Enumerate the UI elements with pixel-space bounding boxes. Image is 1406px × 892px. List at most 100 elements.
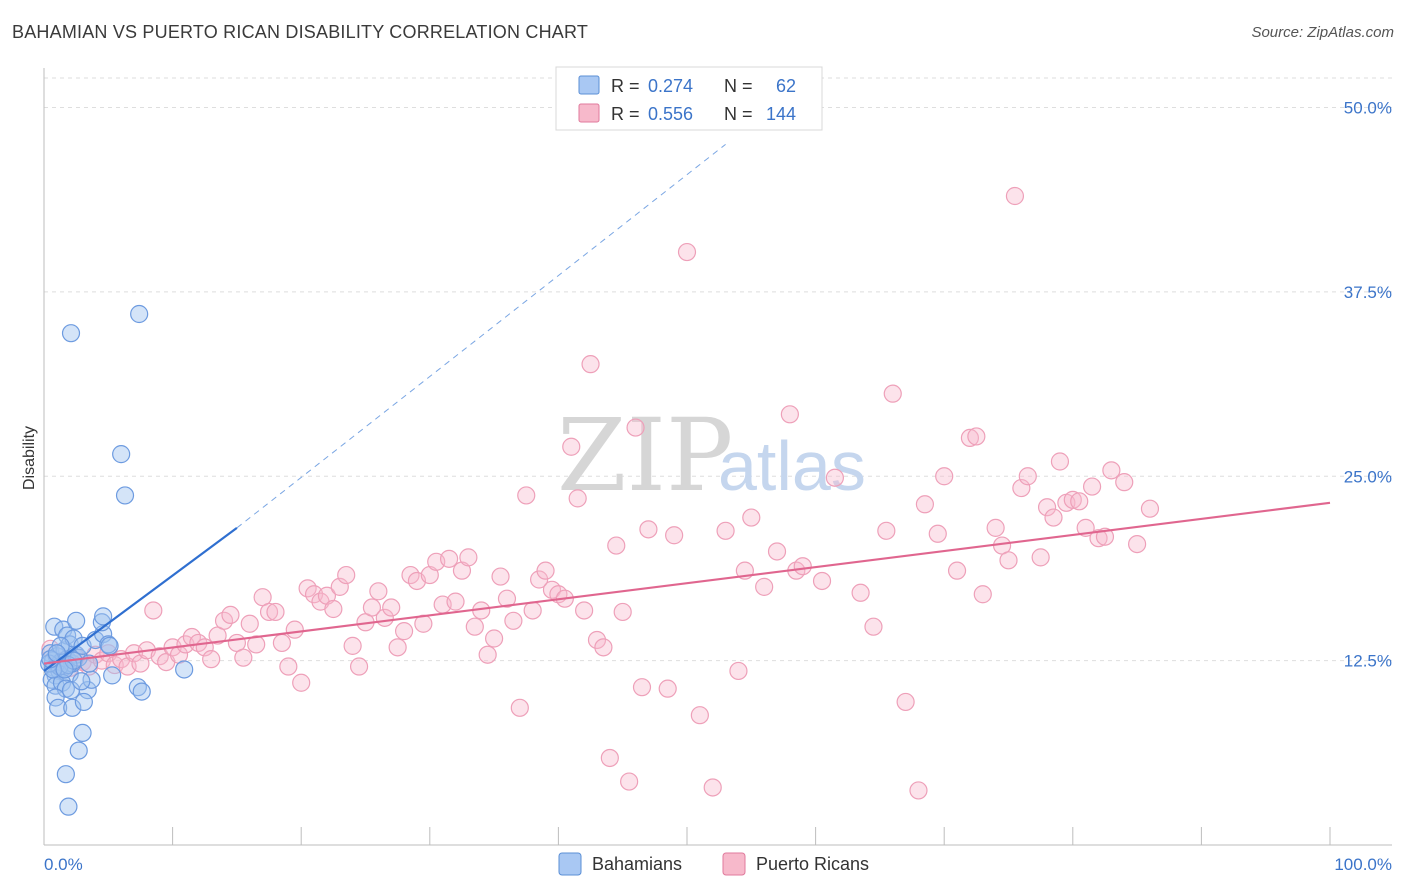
legend-box <box>555 66 823 131</box>
data-point-puerto-ricans <box>639 520 658 539</box>
legend-swatch-puerto-ricans <box>578 103 600 123</box>
series-bahamians <box>40 304 194 816</box>
data-point-puerto-ricans <box>755 577 774 596</box>
data-point-puerto-ricans <box>517 486 536 505</box>
data-point-puerto-ricans <box>1018 467 1037 486</box>
data-point-bahamians <box>55 660 74 679</box>
data-point-puerto-ricans <box>928 524 947 543</box>
data-point-bahamians <box>73 723 92 743</box>
data-point-puerto-ricans <box>292 673 311 692</box>
data-point-puerto-ricans <box>607 536 626 555</box>
data-point-puerto-ricans <box>690 706 709 725</box>
legend-r-label: R = <box>611 76 640 96</box>
trend-line-bahamians-extension <box>236 143 726 529</box>
watermark-atlas: atlas <box>718 427 866 505</box>
data-point-puerto-ricans <box>221 605 240 625</box>
data-point-bahamians <box>46 688 65 707</box>
watermark-zip: ZIP <box>557 397 733 514</box>
data-point-puerto-ricans <box>658 679 677 698</box>
data-point-bahamians <box>69 741 88 760</box>
x-tick-label: 100.0% <box>1334 855 1392 874</box>
data-point-bahamians <box>103 666 122 685</box>
data-point-puerto-ricans <box>960 428 980 447</box>
data-point-puerto-ricans <box>742 508 761 527</box>
data-point-puerto-ricans <box>1005 186 1025 206</box>
x-tick-label: 0.0% <box>44 855 83 874</box>
legend-swatch-bahamians <box>578 75 600 95</box>
y-tick-labels: 12.5% 25.0% 37.5% 50.0% <box>1344 99 1392 671</box>
data-point-puerto-ricans <box>491 567 510 586</box>
data-point-puerto-ricans <box>1012 478 1031 498</box>
data-point-puerto-ricans <box>1044 508 1063 527</box>
data-point-puerto-ricans <box>446 592 465 611</box>
data-point-puerto-ricans <box>485 629 504 648</box>
data-point-puerto-ricans <box>594 638 613 657</box>
legend-bottom-bahamians: Bahamians <box>592 854 682 874</box>
data-point-puerto-ricans <box>1031 548 1050 567</box>
data-point-puerto-ricans <box>1115 473 1134 492</box>
data-point-puerto-ricans <box>394 622 414 641</box>
data-point-puerto-ricans <box>562 437 581 456</box>
data-point-bahamians <box>61 324 81 343</box>
data-point-puerto-ricans <box>587 630 607 650</box>
data-point-puerto-ricans <box>330 577 349 596</box>
data-point-puerto-ricans <box>478 645 497 664</box>
grid-lines <box>44 77 1392 662</box>
data-point-bahamians <box>112 445 131 464</box>
data-point-puerto-ricans <box>877 521 896 540</box>
data-point-puerto-ricans <box>259 602 279 622</box>
data-point-puerto-ricans <box>973 585 992 604</box>
data-point-puerto-ricans <box>234 648 253 667</box>
data-point-puerto-ricans <box>343 636 362 655</box>
trend-lines <box>43 143 1331 672</box>
data-point-bahamians <box>67 611 86 630</box>
data-point-puerto-ricans <box>497 589 517 608</box>
data-point-puerto-ricans <box>1050 452 1070 471</box>
data-point-puerto-ricans <box>240 614 259 633</box>
x-tick-labels: 0.0% 100.0% <box>44 855 1392 874</box>
data-point-puerto-ricans <box>665 526 684 545</box>
data-point-puerto-ricans <box>349 657 369 676</box>
legend-n-value: 62 <box>776 76 796 96</box>
data-point-puerto-ricans <box>247 635 266 654</box>
data-point-puerto-ricans <box>459 548 478 567</box>
data-point-puerto-ricans <box>144 601 163 620</box>
data-point-puerto-ricans <box>999 551 1018 570</box>
y-tick-label: 25.0% <box>1344 467 1392 486</box>
data-point-bahamians <box>63 698 82 717</box>
legend-bottom-swatch-bahamians <box>558 852 582 876</box>
data-point-bahamians <box>132 682 151 701</box>
data-point-puerto-ricans <box>620 772 639 791</box>
data-point-puerto-ricans <box>568 489 587 508</box>
data-point-puerto-ricans <box>613 602 632 622</box>
data-point-puerto-ricans <box>439 549 459 568</box>
data-point-puerto-ricans <box>362 598 382 617</box>
data-point-bahamians <box>175 660 194 679</box>
data-point-bahamians <box>56 765 75 784</box>
legend-n-label: N = <box>724 76 753 96</box>
data-point-puerto-ricans <box>382 598 401 617</box>
y-tick-label: 50.0% <box>1344 99 1392 118</box>
legend-r-value: 0.274 <box>648 76 693 96</box>
source-label: Source: ZipAtlas.com <box>1251 24 1394 41</box>
data-point-puerto-ricans <box>1037 498 1057 517</box>
data-point-bahamians <box>100 636 119 655</box>
data-point-puerto-ricans <box>1082 477 1102 496</box>
data-point-puerto-ricans <box>369 582 388 601</box>
data-point-puerto-ricans <box>324 599 343 619</box>
data-point-bahamians <box>74 692 93 712</box>
y-tick-label: 37.5% <box>1344 283 1392 302</box>
data-point-puerto-ricans <box>632 678 652 697</box>
legend-r-value: 0.556 <box>648 104 693 124</box>
legend-n-label: N = <box>724 104 753 124</box>
legend-bottom-puerto-ricans: Puerto Ricans <box>756 854 869 874</box>
trend-line-puerto-ricans <box>43 501 1331 665</box>
data-point-puerto-ricans <box>780 405 799 424</box>
chart-title: BAHAMIAN VS PUERTO RICAN DISABILITY CORR… <box>12 22 589 42</box>
data-point-puerto-ricans <box>947 561 967 580</box>
data-point-puerto-ricans <box>896 692 915 712</box>
data-point-puerto-ricans <box>285 620 304 639</box>
data-point-puerto-ricans <box>1127 534 1147 554</box>
y-axis-label: Disability <box>21 426 38 490</box>
